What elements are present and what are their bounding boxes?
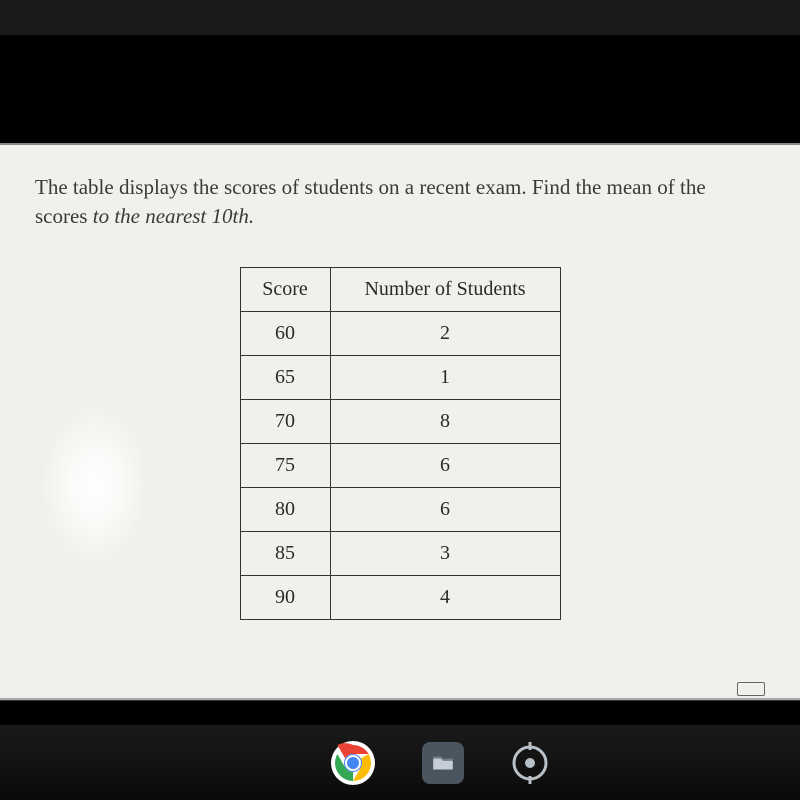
table-row: 853	[240, 531, 560, 575]
table-header-row: Score Number of Students	[240, 267, 560, 311]
question-line1: The table displays the scores of student…	[35, 175, 706, 199]
table-row: 756	[240, 443, 560, 487]
chrome-icon[interactable]	[329, 739, 377, 787]
header-score: Score	[240, 267, 330, 311]
screenshot-icon[interactable]	[509, 742, 551, 784]
keyboard-icon[interactable]	[737, 682, 765, 696]
table-row: 651	[240, 355, 560, 399]
files-icon[interactable]	[422, 742, 464, 784]
question-line2-italic: to the nearest 10th.	[93, 204, 254, 228]
table-body: 602 651 708 756 806 853 904	[240, 311, 560, 619]
question-line2-prefix: scores	[35, 204, 93, 228]
header-students: Number of Students	[330, 267, 560, 311]
worksheet-content: The table displays the scores of student…	[0, 145, 800, 700]
taskbar-divider	[0, 700, 800, 701]
question-prompt: The table displays the scores of student…	[35, 173, 765, 232]
table-row: 708	[240, 399, 560, 443]
table-row: 806	[240, 487, 560, 531]
table-row: 904	[240, 575, 560, 619]
scores-table: Score Number of Students 602 651 708 756…	[240, 267, 561, 620]
tablet-top-bar	[0, 0, 800, 35]
table-row: 602	[240, 311, 560, 355]
chromeos-shelf	[0, 725, 800, 800]
table-container: Score Number of Students 602 651 708 756…	[35, 267, 765, 620]
